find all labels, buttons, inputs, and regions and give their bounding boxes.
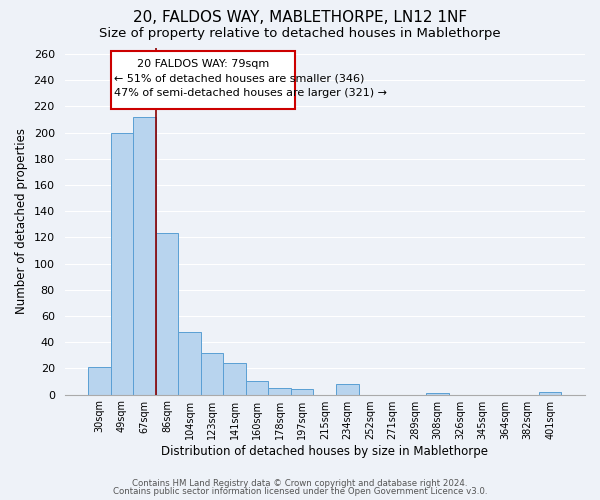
Bar (133, 117, 156, 394)
Bar (223, 363, 246, 394)
Text: Size of property relative to detached houses in Mablethorpe: Size of property relative to detached ho… (99, 28, 501, 40)
Bar (156, 234, 178, 394)
Bar (178, 332, 201, 394)
Text: 20 FALDOS WAY: 79sqm: 20 FALDOS WAY: 79sqm (137, 60, 269, 70)
Bar (291, 390, 313, 394)
Text: Contains HM Land Registry data © Crown copyright and database right 2024.: Contains HM Land Registry data © Crown c… (132, 478, 468, 488)
Bar (336, 384, 359, 394)
Bar (111, 132, 133, 394)
Bar (539, 392, 562, 394)
Bar (88, 367, 111, 394)
Text: ← 51% of detached houses are smaller (346): ← 51% of detached houses are smaller (34… (114, 74, 364, 84)
Bar (246, 382, 268, 394)
Text: 47% of semi-detached houses are larger (321) →: 47% of semi-detached houses are larger (… (114, 88, 387, 98)
Text: 20, FALDOS WAY, MABLETHORPE, LN12 1NF: 20, FALDOS WAY, MABLETHORPE, LN12 1NF (133, 10, 467, 25)
Bar (201, 352, 223, 395)
X-axis label: Distribution of detached houses by size in Mablethorpe: Distribution of detached houses by size … (161, 444, 488, 458)
Text: Contains public sector information licensed under the Open Government Licence v3: Contains public sector information licen… (113, 487, 487, 496)
Bar (111, 52, 295, 109)
Y-axis label: Number of detached properties: Number of detached properties (15, 128, 28, 314)
Bar (268, 388, 291, 394)
